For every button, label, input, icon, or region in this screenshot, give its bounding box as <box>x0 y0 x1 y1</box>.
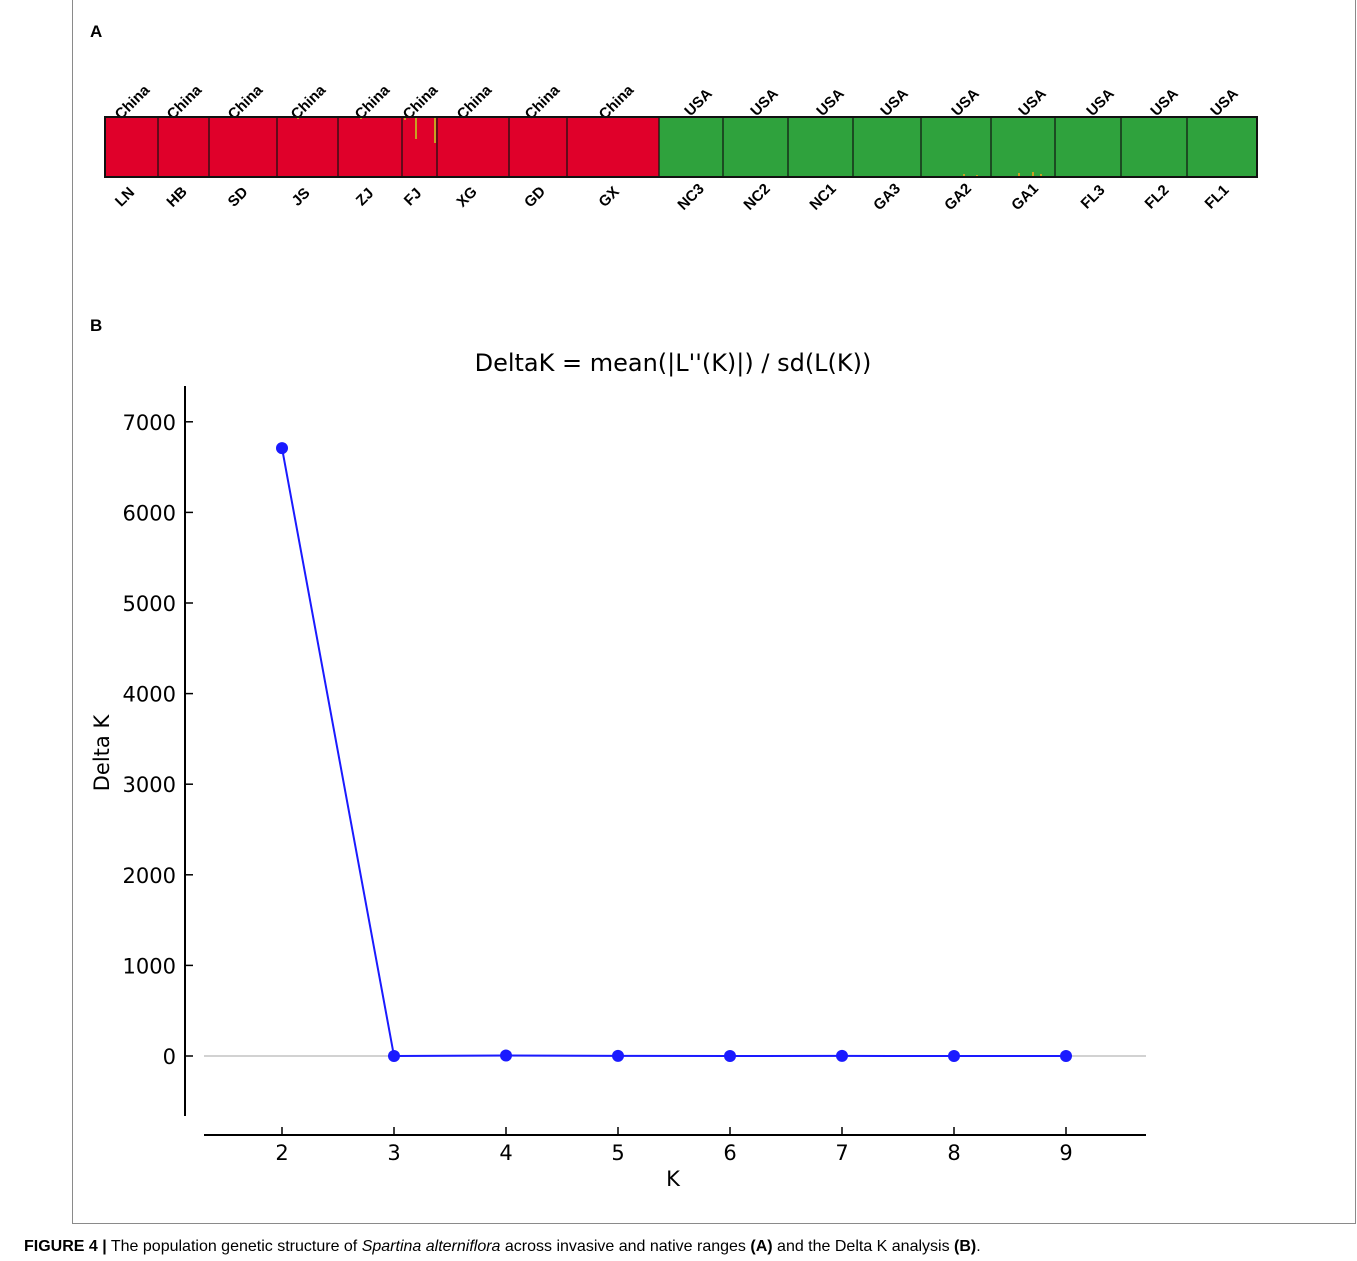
population-label: GX <box>595 183 622 210</box>
population-label: FL3 <box>1078 182 1109 213</box>
structure-bar-fl3 <box>1055 117 1121 177</box>
structure-bar-gx <box>567 117 659 177</box>
admixture-trace <box>404 117 406 120</box>
structure-bar-ga2 <box>921 117 991 177</box>
structure-bar-ga3 <box>853 117 921 177</box>
population-label: NC3 <box>674 180 707 213</box>
population-label: GA1 <box>1008 180 1042 214</box>
structure-plot: ChinaLNChinaHBChinaSDChinaJSChinaZJChina… <box>104 81 1258 214</box>
admixture-trace <box>434 117 436 143</box>
structure-bar-xg <box>437 117 509 177</box>
structure-bar-nc1 <box>788 117 853 177</box>
structure-bar-ln <box>105 117 158 177</box>
population-label: FL2 <box>1142 182 1173 213</box>
population-label: FL1 <box>1202 182 1233 213</box>
population-label: XG <box>453 183 480 210</box>
caption-label: FIGURE 4 | <box>24 1238 107 1255</box>
structure-bar-gd <box>509 117 567 177</box>
structure-bar-sd <box>209 117 277 177</box>
population-label: FJ <box>401 185 425 209</box>
population-label: ZJ <box>353 185 377 209</box>
caption-ref-a: (A) <box>750 1238 773 1255</box>
admixture-trace <box>1018 173 1020 177</box>
country-label: USA <box>747 85 782 120</box>
caption-text-4: . <box>976 1238 981 1255</box>
figure-caption: FIGURE 4 | The population genetic struct… <box>24 1238 981 1256</box>
structure-bar-fl2 <box>1121 117 1187 177</box>
caption-text-2: across invasive and native ranges <box>500 1238 751 1255</box>
structure-bar-zj <box>338 117 402 177</box>
structure-bar-nc2 <box>723 117 788 177</box>
caption-text-1: The population genetic structure of <box>106 1238 362 1255</box>
population-label: JS <box>289 185 314 210</box>
population-label: NC2 <box>740 180 773 213</box>
structure-bar-hb <box>158 117 209 177</box>
country-label: USA <box>813 85 848 120</box>
country-label: USA <box>948 85 983 120</box>
structure-bar-nc3 <box>659 117 723 177</box>
structure-bar-fj <box>402 117 437 177</box>
structure-bar-fl1 <box>1187 117 1257 177</box>
caption-species: Spartina alterniflora <box>361 1238 501 1255</box>
panel-b-letter: B <box>90 316 103 335</box>
caption-text-3: and the Delta K analysis <box>772 1238 955 1255</box>
population-label: SD <box>225 184 252 211</box>
structure-bar-js <box>277 117 338 177</box>
population-label: NC1 <box>806 180 839 213</box>
population-label: GA2 <box>941 180 975 214</box>
country-label: USA <box>1015 85 1050 120</box>
country-label: USA <box>877 85 912 120</box>
structure-border <box>104 116 1258 178</box>
admixture-trace <box>963 174 965 177</box>
country-label: USA <box>681 85 716 120</box>
population-label: GA3 <box>870 180 904 214</box>
admixture-trace <box>415 117 417 139</box>
population-label: GD <box>521 183 549 211</box>
country-label: USA <box>1147 85 1182 120</box>
figure-frame <box>72 0 1356 1224</box>
structure-bar-ga1 <box>991 117 1055 177</box>
population-label: HB <box>163 183 190 210</box>
population-label: LN <box>112 184 138 210</box>
caption-ref-b: (B) <box>954 1238 977 1255</box>
panel-a-letter: A <box>90 22 103 41</box>
admixture-trace <box>1032 172 1034 177</box>
country-label: USA <box>1083 85 1118 120</box>
admixture-trace <box>1040 174 1042 177</box>
country-label: USA <box>1207 85 1242 120</box>
